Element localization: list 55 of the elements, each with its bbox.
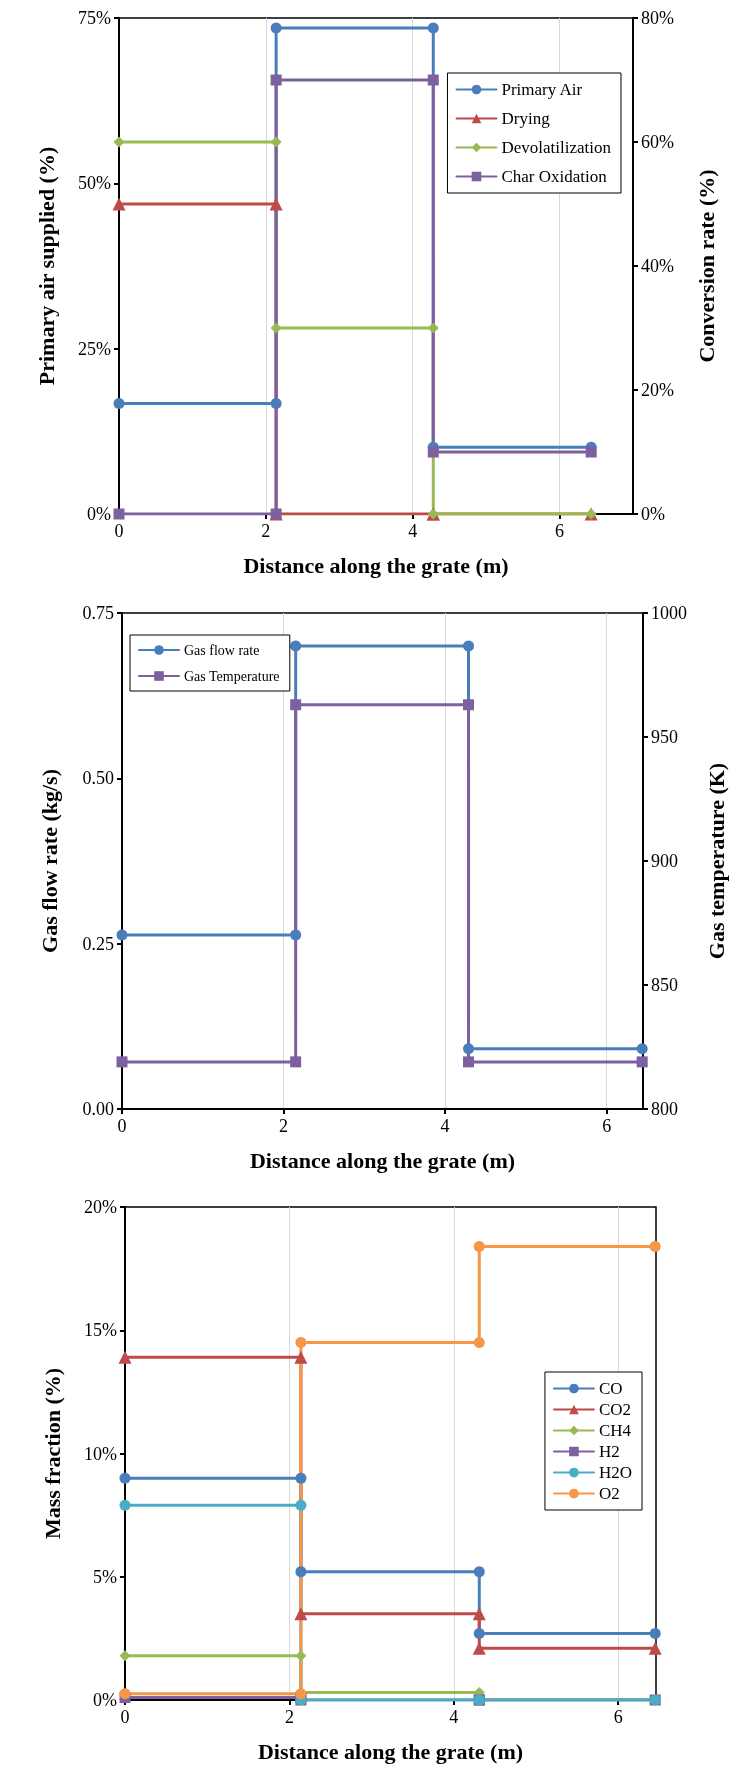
y2-tick-label: 950 — [651, 727, 678, 747]
x-tick-label: 4 — [440, 1116, 450, 1136]
y2-tick-label: 40% — [641, 256, 674, 276]
legend-label: H2 — [598, 1442, 620, 1461]
y-tick-label: 0% — [93, 1690, 117, 1710]
x-tick-label: 2 — [261, 521, 271, 541]
legend-label: O2 — [598, 1484, 620, 1503]
legend-label: Char Oxidation — [501, 167, 608, 186]
x-axis-title: Distance along the grate (m) — [257, 1738, 524, 1764]
legend-label: CO — [598, 1379, 623, 1398]
y-axis-title: Mass fraction (%) — [39, 1367, 65, 1540]
x-tick-label: 6 — [555, 521, 565, 541]
y-tick-label: 0.50 — [82, 768, 114, 789]
y-tick-label: 20% — [84, 1197, 117, 1217]
x-axis-title: Distance along the grate (m) — [249, 1147, 516, 1173]
y2-tick-label: 60% — [641, 132, 674, 152]
legend-label: Gas flow rate — [184, 642, 260, 658]
legend-label: Devolatilization — [501, 138, 612, 157]
x-axis-title: Distance along the grate (m) — [243, 552, 509, 578]
y-tick-label: 5% — [93, 1566, 117, 1587]
y2-tick-label: 1000 — [651, 603, 687, 623]
y-tick-label: 10% — [84, 1443, 117, 1464]
legend-label: H2O — [598, 1463, 633, 1482]
legend-label: Primary Air — [501, 80, 583, 99]
x-tick-label: 2 — [284, 1707, 294, 1727]
x-tick-label: 4 — [408, 521, 418, 541]
x-tick-label: 6 — [602, 1116, 612, 1136]
x-tick-label: 0 — [117, 1116, 127, 1136]
x-tick-label: 2 — [279, 1116, 289, 1136]
y2-tick-label: 80% — [641, 8, 674, 28]
legend-label: CO2 — [598, 1400, 632, 1419]
legend-label: Drying — [501, 109, 551, 128]
y2-tick-label: 850 — [651, 975, 678, 995]
y-tick-label: 75% — [78, 8, 111, 28]
y-axis-title: Gas flow rate (kg/s) — [36, 769, 62, 953]
y-axis-title: Primary air supplied (%) — [33, 146, 59, 386]
legend-label: CH4 — [598, 1421, 632, 1440]
y-tick-label: 25% — [78, 338, 111, 359]
y2-tick-label: 0% — [641, 504, 665, 524]
y2-tick-label: 20% — [641, 380, 674, 400]
x-tick-label: 6 — [613, 1707, 623, 1727]
x-tick-label: 4 — [449, 1707, 459, 1727]
y2-axis-title: Gas temperature (K) — [703, 762, 729, 960]
y-tick-label: 0.25 — [82, 933, 114, 954]
x-tick-label: 0 — [114, 521, 124, 541]
y2-tick-label: 800 — [651, 1099, 678, 1119]
y-tick-label: 0.75 — [82, 603, 114, 623]
y-tick-label: 50% — [78, 173, 111, 194]
x-tick-label: 0 — [120, 1707, 130, 1727]
y-tick-label: 0.00 — [82, 1099, 114, 1119]
y-tick-label: 15% — [84, 1320, 117, 1341]
y2-tick-label: 900 — [651, 851, 678, 871]
y2-axis-title: Conversion rate (%) — [693, 169, 719, 363]
y-tick-label: 0% — [87, 504, 111, 524]
legend-label: Gas Temperature — [184, 668, 280, 684]
